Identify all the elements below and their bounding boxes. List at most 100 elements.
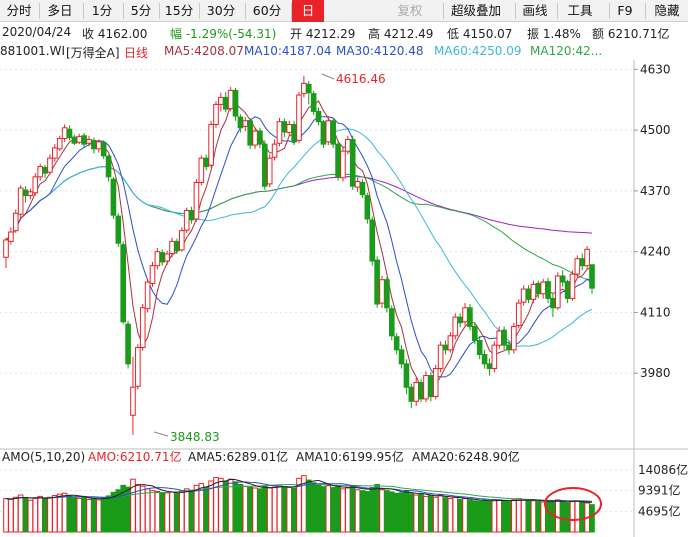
tab-daily[interactable]: 日	[292, 0, 324, 22]
candle	[315, 110, 322, 123]
candle	[515, 302, 522, 327]
candle	[569, 273, 576, 299]
toolbar-separator	[199, 3, 200, 19]
candle	[8, 231, 14, 242]
candle	[198, 157, 205, 183]
tab-1min[interactable]: 1分	[91, 3, 113, 18]
volume-bar	[242, 485, 249, 533]
volume-bar	[286, 487, 293, 533]
quote-info-bar: 2020/04/24 收 4162.00 幅 -1.29%(-54.31) 开 …	[0, 23, 688, 41]
tab-intraday[interactable]: 分时	[6, 3, 32, 18]
volume-bar	[91, 498, 97, 533]
ma120-line	[5, 165, 593, 241]
volume-bar	[247, 486, 253, 533]
candle	[271, 143, 278, 158]
candle	[564, 281, 571, 299]
quote-open: 开 4212.29	[290, 27, 356, 41]
candle	[476, 339, 483, 356]
candle	[335, 143, 341, 178]
ama5-label: AMA5:6289.01亿	[188, 449, 288, 464]
price-tick-label: 3980	[640, 366, 671, 380]
low-annotation-leader	[153, 431, 169, 437]
volume-bar	[252, 487, 258, 533]
volume-bar	[154, 491, 161, 533]
tools-button[interactable]: 工具	[567, 3, 593, 18]
candle	[130, 386, 136, 416]
candle	[506, 344, 512, 351]
hide-button[interactable]: 隐藏	[654, 3, 680, 18]
volume-bar	[452, 496, 459, 533]
candle	[388, 308, 395, 337]
candle	[291, 124, 297, 143]
adjust-button[interactable]: 复权	[397, 3, 423, 18]
candle	[154, 251, 161, 267]
volume-bar	[37, 495, 43, 533]
price-tick-label: 4110	[640, 305, 671, 319]
volume-bar	[393, 492, 400, 533]
candle	[467, 307, 473, 327]
candle	[530, 283, 537, 300]
tab-5min[interactable]: 5分	[130, 3, 152, 18]
volume-bar	[472, 500, 478, 533]
volume-bar	[364, 491, 371, 533]
candle	[525, 288, 532, 300]
tab-30min[interactable]: 30分	[206, 3, 236, 18]
price-tick-label: 4630	[640, 62, 671, 76]
candle	[86, 138, 92, 144]
candle	[330, 120, 336, 145]
tab-15min[interactable]: 15分	[164, 3, 194, 18]
candle	[188, 210, 195, 221]
candle	[491, 344, 498, 370]
volume-bar	[262, 485, 268, 533]
f9-button[interactable]: F9	[617, 3, 633, 18]
candle	[511, 325, 517, 351]
toolbar-separator	[159, 3, 160, 19]
candle	[286, 124, 293, 133]
volume-bar	[476, 500, 483, 533]
candle	[52, 147, 58, 159]
candle	[266, 157, 273, 185]
candle	[27, 191, 34, 197]
candle	[47, 157, 53, 173]
candle	[349, 138, 356, 187]
candle	[486, 363, 493, 370]
candle	[179, 230, 185, 251]
volume-bar	[32, 498, 39, 533]
ama5-line	[5, 478, 593, 503]
toolbar-separator	[443, 3, 444, 19]
volume-bar	[467, 499, 473, 533]
candle	[369, 219, 376, 262]
candle	[496, 330, 503, 346]
volume-bar	[61, 492, 68, 533]
quote-amount: 额 6210.71亿	[592, 27, 670, 41]
volume-bar	[530, 500, 537, 533]
volume-bar	[281, 486, 288, 533]
candle	[110, 178, 117, 216]
candle	[296, 94, 302, 141]
candle	[139, 307, 146, 348]
candle	[310, 93, 317, 112]
volume-bar	[266, 487, 273, 533]
volume-bar	[203, 486, 210, 533]
candle	[418, 382, 424, 400]
candle	[227, 89, 234, 110]
volume-bar	[408, 493, 415, 533]
tab-multiday[interactable]: 多日	[47, 3, 73, 18]
volume-bar	[81, 497, 87, 533]
price-tick-label: 4370	[640, 184, 671, 198]
candle	[257, 130, 263, 145]
candle	[545, 281, 551, 299]
candle	[403, 363, 410, 388]
candle	[42, 167, 48, 174]
candle	[164, 253, 170, 262]
volume-bar	[17, 494, 24, 533]
volume-bar	[545, 501, 551, 533]
tab-60min[interactable]: 60分	[252, 3, 282, 18]
volume-bar	[384, 490, 390, 533]
volume-bar	[349, 485, 356, 533]
volume-bar	[86, 498, 92, 533]
draw-line-button[interactable]: 画线	[522, 3, 548, 18]
candle	[100, 141, 107, 157]
overlay-button[interactable]: 超级叠加	[450, 3, 501, 18]
